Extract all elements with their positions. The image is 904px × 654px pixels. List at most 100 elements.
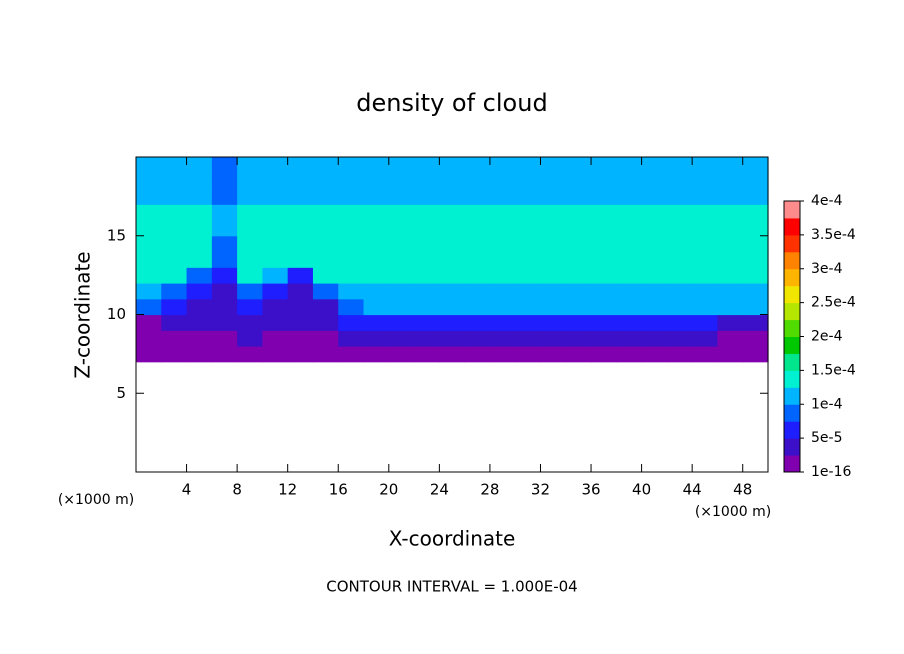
cell [591, 157, 617, 174]
cell [717, 157, 744, 174]
cell [262, 314, 289, 331]
cell [591, 172, 617, 190]
cell [591, 346, 617, 363]
cell [464, 172, 491, 190]
cell [237, 235, 263, 253]
cell [692, 267, 719, 284]
cell [312, 188, 339, 205]
cell [338, 157, 365, 174]
cell [211, 283, 238, 300]
cell [742, 283, 769, 300]
colorbar-tick-label: 3e-4 [811, 261, 843, 277]
cell [211, 267, 238, 284]
cell [186, 157, 213, 174]
cell [312, 267, 339, 284]
cell [312, 298, 339, 316]
x-tick-label: 24 [430, 481, 449, 499]
cell [742, 157, 769, 174]
cell [565, 157, 592, 174]
cell [515, 251, 542, 268]
cell [591, 220, 617, 237]
cell [565, 235, 592, 253]
cell [515, 235, 542, 253]
colorbar-swatch [784, 455, 800, 473]
cell [211, 204, 238, 221]
cell [742, 346, 769, 363]
cell [262, 330, 289, 347]
cell [186, 251, 213, 268]
cell [414, 330, 440, 347]
cell [312, 346, 339, 363]
cell [464, 204, 491, 221]
cell [161, 314, 188, 331]
x-tick-label: 44 [683, 481, 702, 499]
cell [515, 314, 542, 331]
cell [666, 204, 693, 221]
cell [666, 314, 693, 331]
cell [540, 172, 567, 190]
cell [338, 298, 365, 316]
x-tick-label: 36 [581, 481, 600, 499]
cell [742, 204, 769, 221]
cell [414, 235, 440, 253]
cell [464, 346, 491, 363]
cell [161, 188, 188, 205]
cell [666, 157, 693, 174]
cell [388, 172, 415, 190]
x-tick-label: 8 [232, 481, 242, 499]
cell [136, 330, 162, 347]
cell [641, 220, 668, 237]
cell [161, 235, 188, 253]
cell [489, 314, 516, 331]
cell [414, 188, 440, 205]
colorbar-tick-label: 1e-4 [811, 396, 843, 412]
y-axis-label: Z-coordinate [71, 251, 95, 378]
cell [565, 172, 592, 190]
colorbar-swatch [784, 438, 800, 456]
cell [464, 235, 491, 253]
cell [540, 330, 567, 347]
cell [338, 204, 365, 221]
cell [338, 235, 365, 253]
cell [363, 330, 390, 347]
cell [161, 267, 188, 284]
cell [616, 314, 643, 331]
cell [540, 220, 567, 237]
cell [464, 220, 491, 237]
cell [692, 283, 719, 300]
cell [439, 172, 466, 190]
cell [287, 330, 314, 347]
cell [237, 188, 263, 205]
cell [262, 251, 289, 268]
cell [388, 298, 415, 316]
cell [565, 251, 592, 268]
cell [414, 283, 440, 300]
cell [439, 235, 466, 253]
cell [489, 157, 516, 174]
cell [591, 314, 617, 331]
cell [363, 298, 390, 316]
cell [717, 204, 744, 221]
cell [312, 330, 339, 347]
cell [237, 204, 263, 221]
cell [211, 330, 238, 347]
cell [692, 314, 719, 331]
colorbar-swatch [784, 421, 800, 439]
colorbar-tick-label: 1e-16 [811, 464, 851, 480]
cell [565, 314, 592, 331]
cell [186, 188, 213, 205]
cell [717, 267, 744, 284]
cell [692, 330, 719, 347]
cell [464, 251, 491, 268]
x-tick-label: 12 [278, 481, 297, 499]
colorbar-swatch [784, 234, 800, 253]
x-unit-label: (×1000 m) [695, 504, 771, 520]
cell [211, 346, 238, 363]
cell [237, 157, 263, 174]
cell [666, 267, 693, 284]
cell [565, 346, 592, 363]
cell [742, 172, 769, 190]
cell [515, 188, 542, 205]
cell [388, 283, 415, 300]
cell [161, 204, 188, 221]
